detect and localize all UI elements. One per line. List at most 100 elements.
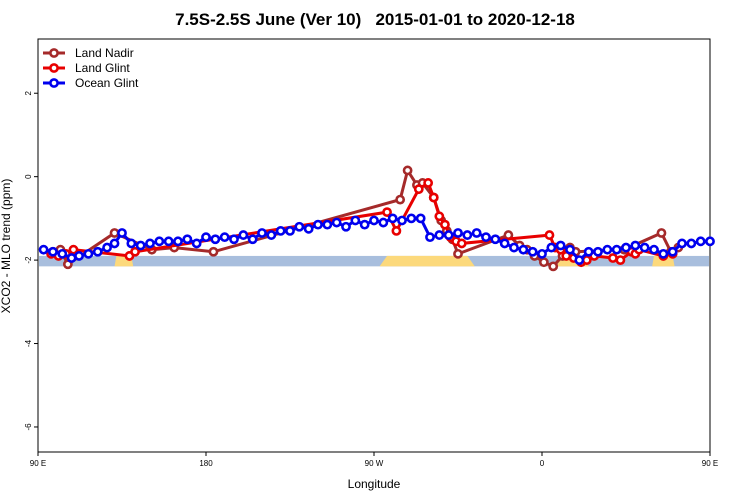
point-ocean-glint xyxy=(163,236,174,247)
point-ocean-glint xyxy=(639,242,650,253)
point-ocean-glint xyxy=(322,219,333,230)
point-ocean-glint xyxy=(285,225,295,236)
point-ocean-glint xyxy=(201,232,211,243)
point-ocean-glint xyxy=(369,215,379,226)
point-ocean-glint xyxy=(219,232,230,243)
point-ocean-glint xyxy=(649,244,659,255)
point-ocean-glint xyxy=(191,238,202,249)
point-ocean-glint xyxy=(257,228,267,238)
point-land-nadir xyxy=(109,228,120,238)
y-tick-label: 2 xyxy=(24,90,33,95)
point-ocean-glint xyxy=(555,240,566,251)
point-ocean-glint xyxy=(406,213,417,224)
point-ocean-glint xyxy=(57,248,68,259)
x-tick-label: 180 xyxy=(199,459,213,468)
point-land-nadir xyxy=(402,165,413,176)
point-ocean-glint xyxy=(462,230,473,240)
point-ocean-glint xyxy=(630,240,641,251)
y-tick-label: 0 xyxy=(24,174,33,179)
point-land-nadir xyxy=(395,194,406,205)
legend-marker xyxy=(49,63,59,73)
point-ocean-glint xyxy=(443,230,454,240)
point-land-glint xyxy=(608,253,618,263)
point-ocean-glint xyxy=(350,215,361,226)
point-ocean-glint xyxy=(117,228,127,238)
point-ocean-glint xyxy=(695,236,706,247)
point-ocean-glint xyxy=(527,246,538,257)
point-land-glint xyxy=(440,219,450,230)
land-band-south-america xyxy=(379,255,475,267)
point-ocean-glint xyxy=(303,223,314,234)
point-ocean-glint xyxy=(583,246,594,257)
point-ocean-glint xyxy=(229,234,239,245)
legend-item-land-glint: Land Glint xyxy=(43,61,130,75)
point-ocean-glint xyxy=(453,228,463,238)
point-ocean-glint xyxy=(331,217,342,228)
point-ocean-glint xyxy=(294,221,305,232)
point-land-glint xyxy=(382,207,392,218)
point-land-glint xyxy=(456,238,467,249)
point-ocean-glint xyxy=(359,219,370,230)
point-ocean-glint xyxy=(126,238,137,249)
legend-marker xyxy=(49,48,59,58)
legend-label: Land Nadir xyxy=(75,46,134,60)
point-ocean-glint xyxy=(378,217,389,228)
point-land-glint xyxy=(428,192,439,203)
point-ocean-glint xyxy=(135,240,146,251)
point-land-glint xyxy=(413,184,424,195)
land-band-new-guinea-repeat xyxy=(652,255,675,267)
point-land-glint xyxy=(68,244,79,255)
series-layer xyxy=(38,165,715,272)
x-tick-label: 90 E xyxy=(30,459,46,468)
point-ocean-glint xyxy=(38,244,49,255)
legend-item-land-nadir: Land Nadir xyxy=(43,46,134,60)
point-ocean-glint xyxy=(48,246,58,257)
point-ocean-glint xyxy=(705,236,715,247)
y-axis: 2 0 -2 -4 -6 xyxy=(24,90,38,431)
legend-label: Ocean Glint xyxy=(75,76,139,90)
point-ocean-glint xyxy=(109,238,120,249)
point-land-glint xyxy=(423,178,434,188)
point-ocean-glint xyxy=(602,244,613,255)
point-ocean-glint xyxy=(565,244,575,255)
point-land-glint xyxy=(544,230,555,240)
point-ocean-glint xyxy=(102,242,112,253)
point-ocean-glint xyxy=(677,238,687,249)
point-land-glint xyxy=(391,225,402,236)
point-ocean-glint xyxy=(397,215,407,226)
point-ocean-glint xyxy=(341,221,351,232)
point-ocean-glint xyxy=(313,219,323,230)
point-ocean-glint xyxy=(275,225,286,236)
point-ocean-glint xyxy=(74,251,84,261)
point-ocean-glint xyxy=(621,242,631,253)
point-ocean-glint xyxy=(499,238,510,249)
series-line-ocean-glint xyxy=(43,216,710,263)
chart-title: 7.5S-2.5S June (Ver 10) 2015-01-01 to 20… xyxy=(175,10,575,29)
y-tick-label: -6 xyxy=(24,423,33,431)
point-ocean-glint xyxy=(490,234,501,245)
point-ocean-glint xyxy=(611,244,622,255)
x-tick-label: 90 E xyxy=(702,459,718,468)
point-land-nadir xyxy=(538,257,549,268)
point-ocean-glint xyxy=(415,213,426,224)
ocean-band xyxy=(39,255,709,267)
y-axis-title: XCO2 - MLO trend (ppm) xyxy=(0,179,13,314)
point-ocean-glint xyxy=(518,244,529,255)
point-ocean-glint xyxy=(154,236,165,247)
legend-label: Land Glint xyxy=(75,61,130,75)
x-tick-label: 0 xyxy=(540,459,545,468)
point-ocean-glint xyxy=(471,228,482,238)
point-land-nadir xyxy=(656,228,667,238)
point-ocean-glint xyxy=(658,248,669,259)
point-land-nadir xyxy=(208,246,219,257)
point-ocean-glint xyxy=(546,242,557,253)
point-ocean-glint xyxy=(210,234,221,245)
point-ocean-glint xyxy=(434,230,445,240)
series-ocean-glint xyxy=(38,213,715,266)
y-tick-label: -4 xyxy=(24,339,33,347)
point-ocean-glint xyxy=(387,213,398,224)
point-land-glint xyxy=(434,211,445,222)
point-land-nadir xyxy=(453,248,463,259)
point-land-glint xyxy=(615,255,626,266)
